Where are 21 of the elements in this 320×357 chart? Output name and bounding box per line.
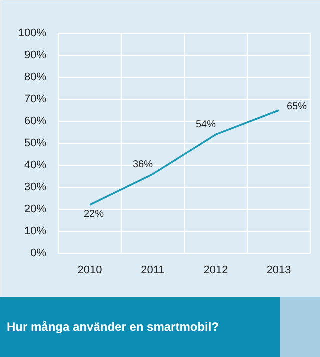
y-tick-label: 0% <box>30 248 47 260</box>
y-tick-label: 80% <box>24 72 47 84</box>
y-tick-label: 100% <box>18 28 47 40</box>
x-tick-label: 2010 <box>78 264 102 276</box>
y-tick-label: 30% <box>24 182 47 194</box>
x-tick-label: 2012 <box>204 264 228 276</box>
y-tick-label: 20% <box>24 204 47 216</box>
data-label: 54% <box>196 120 216 131</box>
y-tick-label: 40% <box>24 160 47 172</box>
data-label: 65% <box>286 102 308 112</box>
text: Hur många använder en smartmobil? <box>0 297 320 357</box>
y-tick-label: 50% <box>24 138 47 150</box>
y-tick-label: 90% <box>24 50 47 62</box>
y-tick-label: 70% <box>24 94 47 106</box>
y-tick-label: 60% <box>24 116 47 128</box>
x-tick-label: 2011 <box>141 264 165 276</box>
y-tick-label: 10% <box>24 226 47 238</box>
data-label: 36% <box>132 159 154 170</box>
data-label: 22% <box>84 209 104 220</box>
x-tick-label: 2013 <box>266 264 292 276</box>
line-series <box>89 110 280 206</box>
